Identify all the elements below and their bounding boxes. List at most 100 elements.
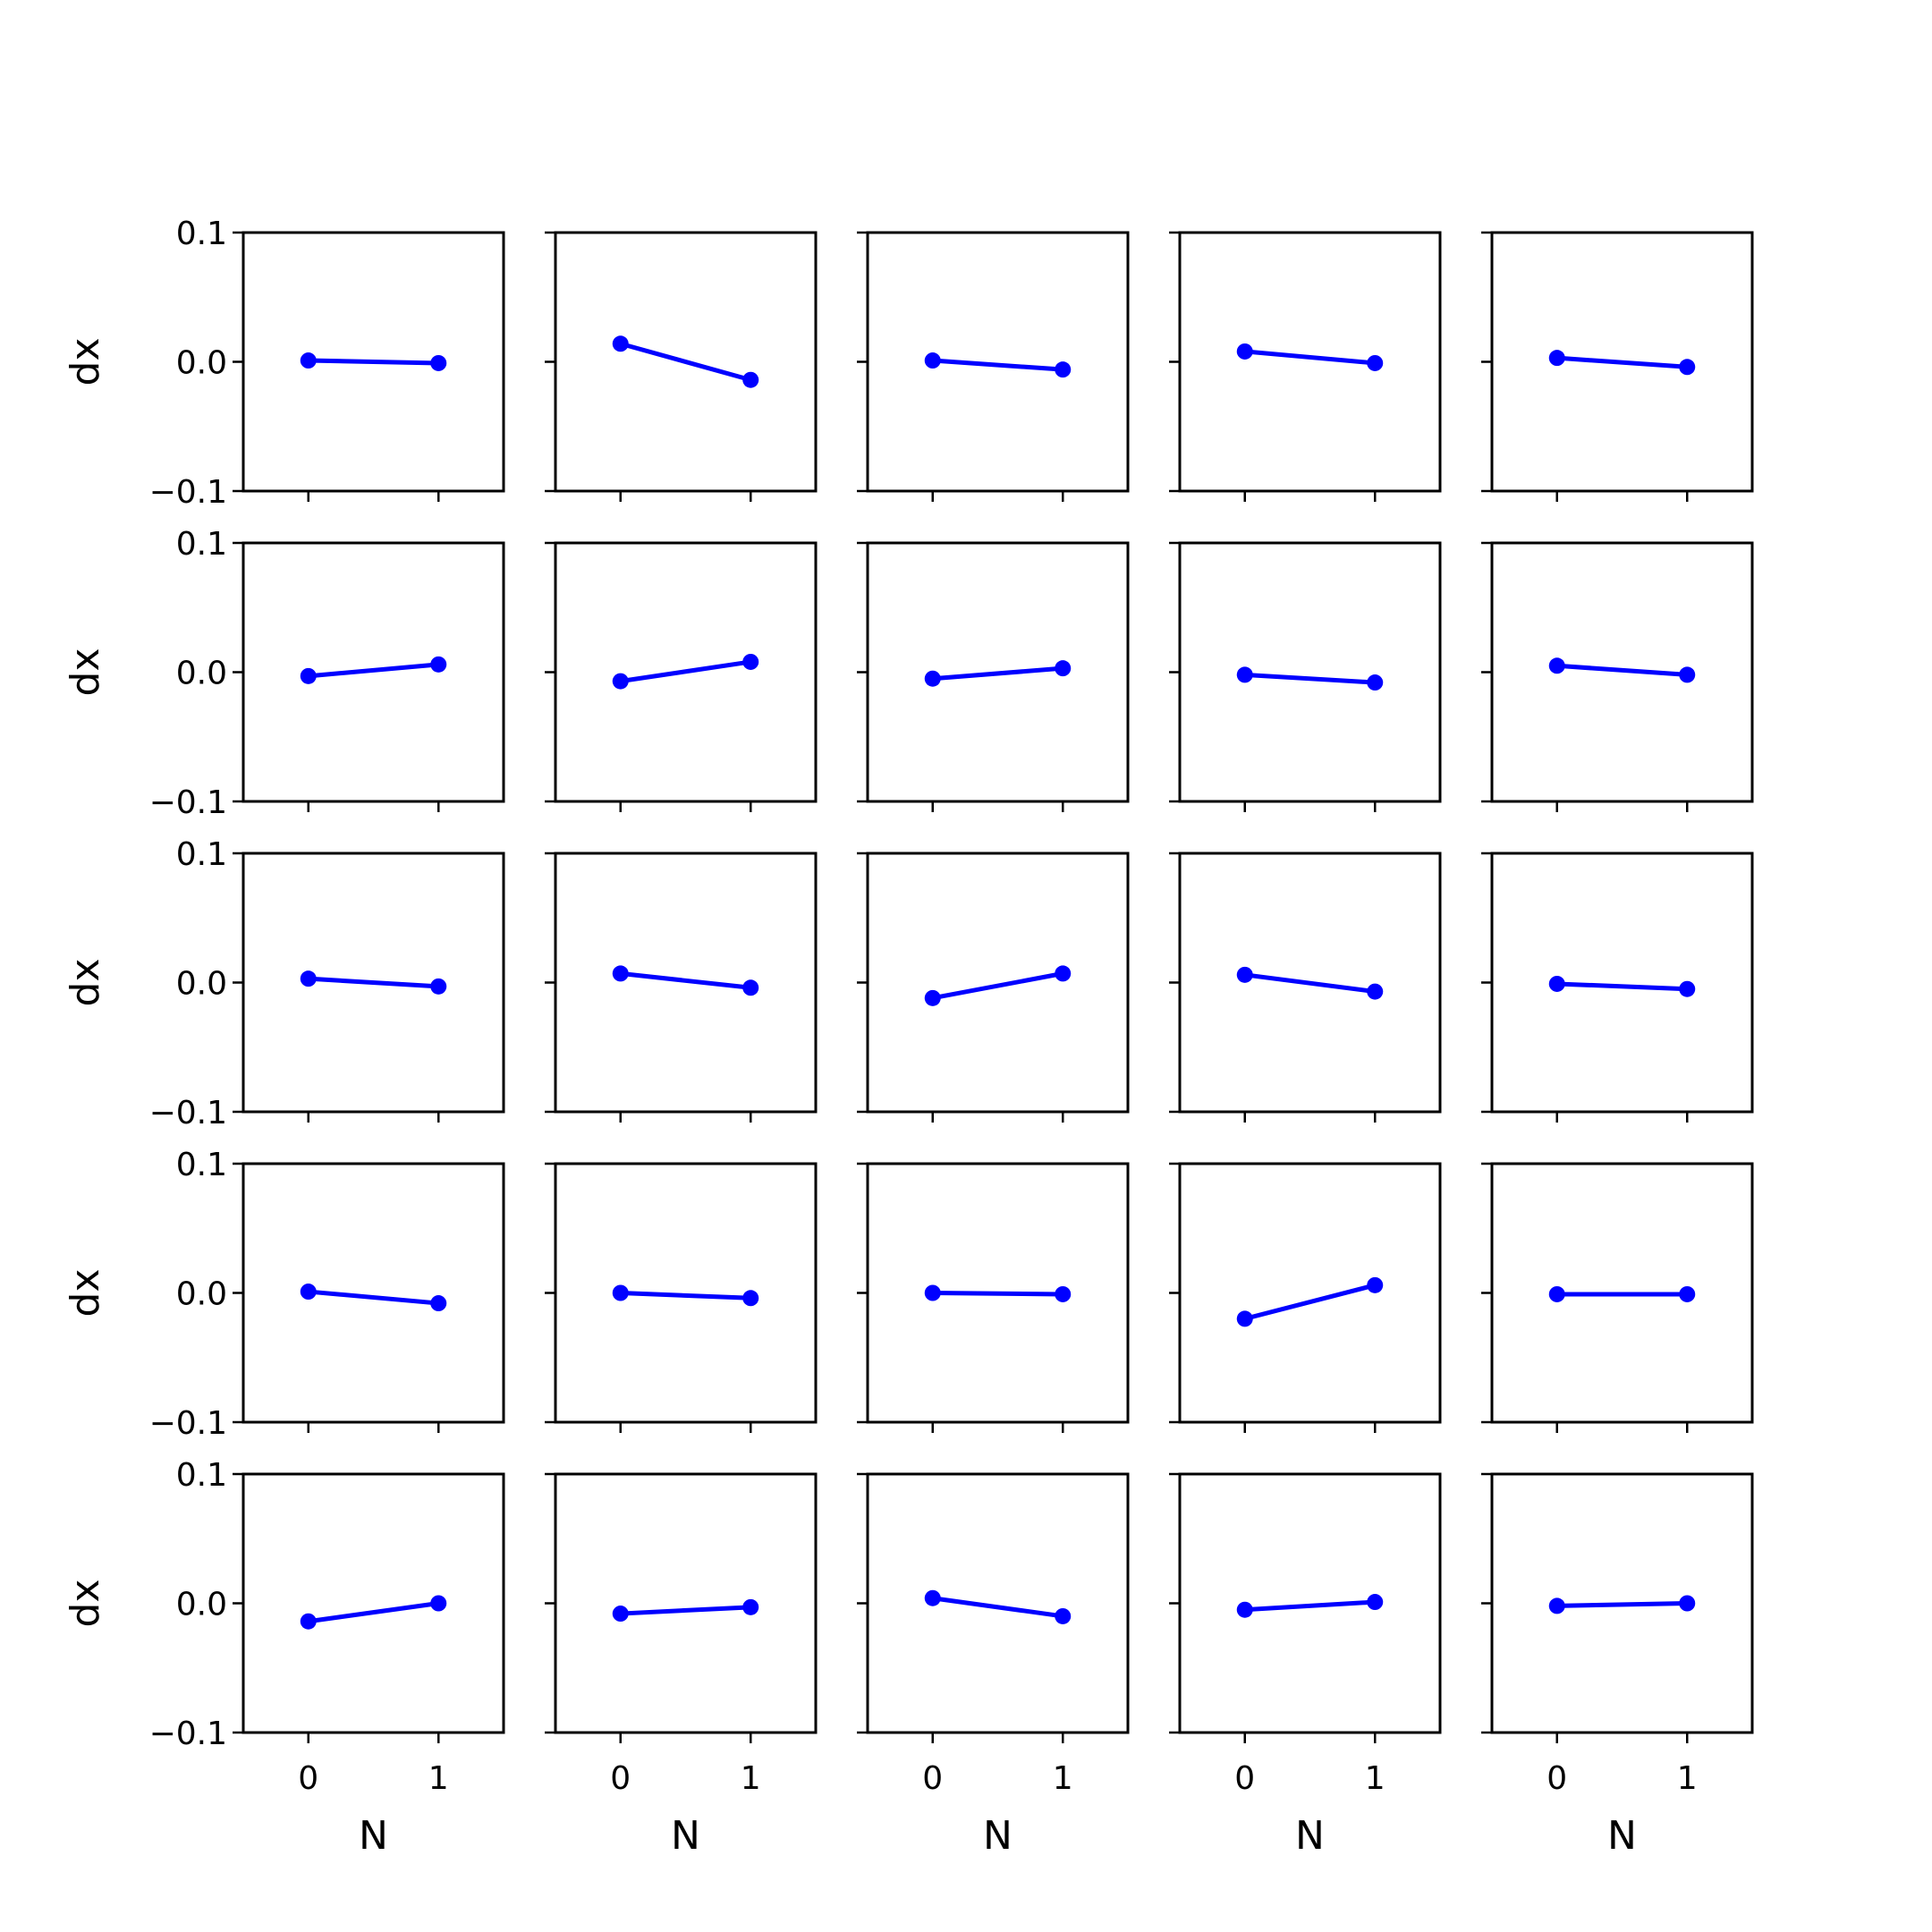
subplot-r5-c3: 0 1 N [857,1472,1130,1859]
data-point [430,978,447,995]
axes-frame [866,231,1130,493]
data-point [300,1613,317,1630]
series-line [1242,1283,1377,1321]
data-point [612,965,629,982]
data-point [1236,343,1253,360]
data-point [924,1589,941,1606]
series-line [306,1601,441,1624]
y-tick-label: 0.0 [176,966,227,1003]
data-point [1367,354,1384,371]
series-line [618,659,753,684]
subplot-r1-c3 [857,231,1130,502]
data-point [612,335,629,352]
series-line [618,341,753,383]
series-line [1555,663,1690,677]
y-tick-label: −0.1 [149,1405,227,1442]
data-point [430,656,447,673]
y-axis-label: dx [63,959,108,1007]
x-tick-label: 0 [298,1760,318,1797]
axes-frame [1490,1162,1754,1424]
x-axis-label: N [1295,1813,1325,1859]
subplot-r5-c5: 0 1 N [1481,1472,1754,1859]
subplot-r3-c3 [857,852,1130,1123]
data-point [1055,1607,1072,1624]
y-tick-label: 0.1 [176,1457,227,1494]
data-point [1367,1276,1384,1293]
subplot-r4-c1: −0.1 0.0 0.1 dx [63,1147,505,1442]
data-point [1679,980,1696,997]
data-point [742,653,759,670]
series-line [306,358,441,366]
data-point [1236,666,1253,683]
y-tick-label: 0.1 [176,836,227,873]
data-point [1236,1601,1253,1618]
data-point [1548,1285,1565,1302]
series-line [1555,1601,1690,1608]
data-point [1236,966,1253,983]
y-tick-label: −0.1 [149,1716,227,1752]
subplot-r3-c2 [545,852,818,1123]
data-point [1548,350,1565,367]
y-tick-label: −0.1 [149,1095,227,1131]
data-point [612,1606,629,1623]
subplot-r2-c3 [857,541,1130,812]
x-axis-label: N [671,1813,700,1859]
data-point [300,352,317,369]
data-point [742,1290,759,1307]
y-axis-label: dx [63,1580,108,1628]
data-point [742,1598,759,1615]
data-point [924,989,941,1006]
y-tick-label: −0.1 [149,784,227,821]
axes-frame [1178,541,1442,803]
data-point [924,352,941,369]
data-point [1548,657,1565,674]
axes-frame [1178,1162,1442,1424]
x-tick-label: 1 [1365,1760,1385,1797]
y-tick-label: 0.1 [176,216,227,252]
subplot-r2-c1: −0.1 0.0 0.1 dx [63,526,505,821]
data-point [1367,1594,1384,1611]
subplot-r1-c4 [1169,231,1442,502]
series-line [1555,355,1690,369]
data-point [1548,975,1565,992]
data-point [1679,666,1696,683]
data-point [430,1595,447,1612]
x-tick-label: 1 [741,1760,761,1797]
subplot-r5-c1: −0.1 0.0 0.1 0 1 dx N [63,1457,505,1859]
series-line [306,662,441,679]
subplot-r2-c4 [1169,541,1442,812]
x-tick-label: 0 [1546,1760,1567,1797]
x-axis-label: N [983,1813,1013,1859]
data-point [1367,674,1384,691]
axes-frame [1490,852,1754,1114]
series-line [930,358,1065,372]
x-tick-label: 1 [428,1760,449,1797]
series-line [618,1605,753,1616]
data-point [1679,1285,1696,1302]
x-tick-label: 0 [610,1760,631,1797]
axes-frame [866,852,1130,1114]
data-point [612,1284,629,1301]
x-tick-label: 0 [922,1760,943,1797]
data-point [742,979,759,996]
y-tick-label: −0.1 [149,474,227,511]
subplot-r5-c2: 0 1 N [545,1472,818,1859]
data-point [1055,965,1072,982]
x-tick-label: 1 [1053,1760,1073,1797]
subplot-r3-c1: −0.1 0.0 0.1 dx [63,836,505,1131]
axes-frame [1178,1472,1442,1734]
subplot-r1-c5 [1481,231,1754,502]
axes-frame [242,1472,505,1734]
subplot-r4-c5 [1481,1162,1754,1433]
data-point [1236,1310,1253,1327]
y-axis-label: dx [63,1269,108,1318]
y-tick-label: 0.1 [176,526,227,563]
series-line [306,1289,441,1306]
subplot-r2-c5 [1481,541,1754,812]
y-tick-label: 0.1 [176,1147,227,1183]
y-tick-label: 0.0 [176,345,227,382]
axes-frame [554,1162,818,1424]
series-line [618,970,753,990]
subplot-r1-c2 [545,231,818,502]
